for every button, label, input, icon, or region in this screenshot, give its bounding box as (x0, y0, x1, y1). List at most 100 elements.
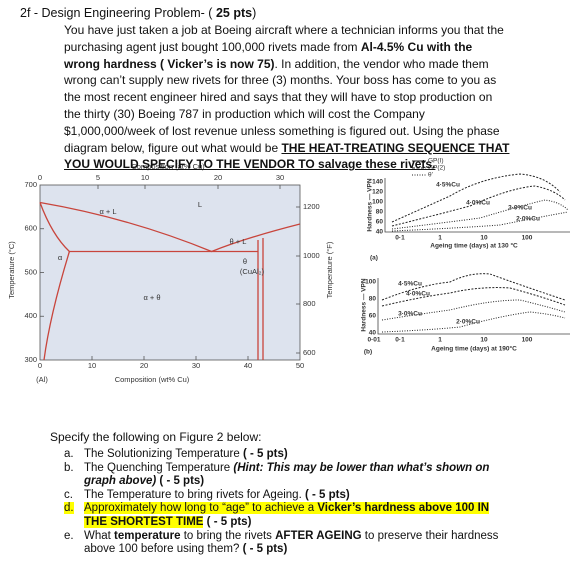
text-run: The Solutionizing Temperature (84, 448, 243, 460)
item-text: The Solutionizing Temperature ( - 5 pts) (84, 448, 288, 462)
curve-4-0 (381, 287, 566, 307)
tick-label: 0 (38, 361, 42, 370)
item-marker: d. (64, 502, 84, 529)
curve-label: 4·5%Cu (398, 281, 422, 288)
question-item: b. The Quenching Temperature (Hint: This … (64, 462, 504, 489)
tick-label: 0·1 (395, 337, 405, 344)
tick-label: 30 (192, 361, 200, 370)
tick-label: 10 (480, 337, 488, 344)
tick-label: 0·1 (395, 235, 405, 242)
figure-label: (b) (364, 349, 372, 356)
tick-label: 100 (522, 337, 533, 344)
curve-label: 4·0%Cu (406, 291, 430, 298)
tick-label: 100 (372, 199, 383, 206)
region-label: θ (243, 257, 247, 266)
problem-statement: You have just taken a job at Boeing airc… (64, 22, 510, 173)
tick-label: 500 (24, 267, 37, 276)
text-run: (Hint: This may be lower than what’s sho… (84, 461, 490, 488)
tick-label: 600 (303, 348, 316, 357)
tick-label: 1 (438, 337, 442, 344)
text-run: to bring the rivets (180, 529, 276, 542)
heading: 2f - Design Engineering Problem- ( 25 pt… (20, 6, 256, 20)
tick-label: 1000 (303, 251, 320, 260)
text-run: to preserve their hardness above 100 bef… (84, 529, 499, 556)
tick-label: 1200 (303, 202, 320, 211)
text-run: Al-4.5% Cu (360, 39, 424, 54)
curve-label: 3·0%Cu (398, 311, 422, 318)
figure-label: (a) (370, 255, 378, 262)
text-run: with the wrong hardness ( Vicker’s is no… (64, 39, 473, 71)
item-marker: b. (64, 462, 84, 489)
figure-label: Temperature (°F) (325, 241, 334, 298)
figure-label: Hardness — VPN (361, 278, 368, 331)
tick-label: 10 (141, 173, 149, 182)
solvus (43, 251, 71, 361)
item-text: The Temperature to bring rivets for Agei… (84, 489, 350, 503)
question-item: d. Approximately how long to “age” to ach… (64, 502, 504, 529)
tick-label: 120 (372, 189, 383, 196)
figure-label: Ageing time (days) at 130 °C (430, 242, 518, 250)
question-item: c. The Temperature to bring rivets for Ag… (64, 489, 504, 503)
text-run: The Quenching Temperature (84, 461, 234, 474)
text-run: ( - 5 pts) (203, 515, 252, 528)
tick-label: 1 (438, 235, 442, 242)
tick-label: 50 (296, 361, 304, 370)
ageing-b-axes (377, 278, 570, 335)
legend-label: θ' (428, 172, 433, 179)
text-run: ( - 5 pts) (242, 543, 288, 556)
phase-axis-ticks (40, 185, 300, 360)
region-label: L (198, 200, 202, 209)
text-run: 25 pts (215, 6, 253, 20)
item-text: Approximately how long to “age” to achie… (84, 502, 504, 529)
curve-label: 3·0%Cu (508, 205, 532, 212)
item-marker-text: d. (64, 502, 74, 515)
curve-4-0 (391, 185, 566, 227)
phase-diagram-frame (39, 184, 301, 361)
region-label: (CuAl₂) (240, 267, 265, 276)
item-marker: a. (64, 448, 84, 462)
text-run: . In addition, the vendor who made them … (64, 56, 500, 155)
curve-2-0 (391, 211, 569, 232)
curve-3-0 (381, 299, 566, 321)
tick-label: 600 (24, 224, 37, 233)
tick-label: 60 (376, 219, 384, 226)
tick-label: 140 (372, 179, 383, 186)
tick-label: 100 (522, 235, 533, 242)
tick-label: 400 (24, 311, 37, 320)
figure-label: (Al) (36, 375, 48, 384)
text-run: ( - 5 pts) (156, 475, 205, 488)
text-run: ( - 5 pts) (304, 488, 350, 501)
text-run: The Temperature to bring rivets for Agei… (84, 488, 305, 501)
text-run: Approximately how long to “age” to achie… (84, 502, 318, 515)
tick-label: 0 (38, 173, 42, 182)
item-text: The Quenching Temperature (Hint: This ma… (84, 462, 504, 489)
region-label: α + L (99, 207, 116, 216)
tick-label: 80 (376, 209, 384, 216)
solidus (39, 202, 70, 252)
item-marker-text: e. (64, 529, 74, 542)
liquidus (39, 201, 301, 253)
region-label: α (58, 253, 63, 262)
item-text: What temperature to bring the rivets AFT… (84, 530, 504, 557)
curve-2-0 (381, 311, 566, 333)
tick-label: 80 (369, 296, 377, 303)
tick-label: 40 (376, 229, 384, 236)
text-run: 2f - Design Engineering Problem- ( (20, 6, 216, 20)
tick-label: 20 (214, 173, 222, 182)
item-marker-text: c. (64, 488, 73, 501)
tick-label: 700 (24, 180, 37, 189)
item-marker-text: a. (64, 448, 74, 460)
text-run: What (84, 529, 115, 542)
region-label: θ + L (230, 237, 247, 246)
legend-label: GP(2) (428, 165, 445, 172)
region-label: α + θ (143, 293, 160, 302)
item-marker-text: b. (64, 461, 74, 474)
text-run: temperature (114, 529, 181, 542)
tick-label: 60 (369, 313, 377, 320)
curve-3-0 (391, 199, 569, 230)
figure-label: Composition (at% Cu) (131, 162, 205, 171)
text-run: ( - 5 pts) (242, 448, 288, 460)
tick-label: 20 (140, 361, 148, 370)
tick-label: 30 (276, 173, 284, 182)
